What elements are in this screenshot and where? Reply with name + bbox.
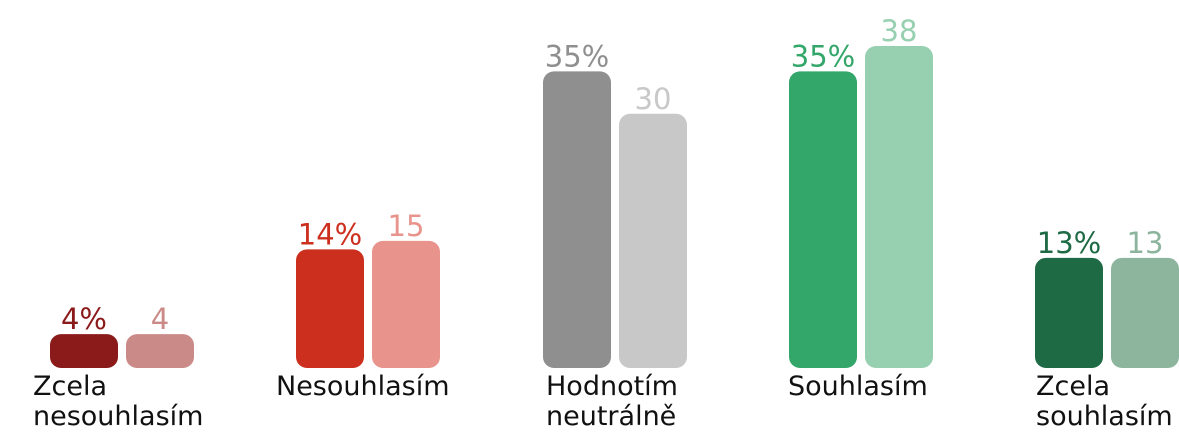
data-label-count-3: 38 — [881, 14, 918, 48]
bar-count-0 — [126, 334, 194, 368]
bar-count-2 — [619, 113, 687, 368]
data-label-count-4: 13 — [1127, 226, 1164, 260]
category-label-4: Zcela souhlasím — [1036, 371, 1173, 432]
data-label-percent-3: 35% — [791, 39, 855, 73]
data-label-count-1: 15 — [388, 209, 425, 243]
bar-count-3 — [865, 46, 933, 368]
bar-percent-3 — [789, 71, 857, 368]
data-label-percent-0: 4% — [61, 302, 107, 336]
data-label-percent-1: 14% — [298, 217, 362, 251]
bar-count-1 — [372, 240, 440, 368]
bar-percent-1 — [296, 249, 364, 368]
data-label-percent-4: 13% — [1037, 226, 1101, 260]
category-label-0: Zcela nesouhlasím — [33, 371, 204, 432]
category-label-3: Souhlasím — [788, 371, 928, 402]
category-label-2: Hodnotím neutrálně — [546, 371, 678, 432]
bar-count-4 — [1111, 257, 1179, 368]
data-label-count-2: 30 — [635, 82, 672, 116]
bar-percent-2 — [543, 71, 611, 368]
data-label-percent-2: 35% — [545, 39, 609, 73]
category-label-1: Nesouhlasím — [276, 371, 450, 402]
bar-percent-4 — [1035, 257, 1103, 368]
bar-percent-0 — [50, 334, 118, 368]
data-label-count-0: 4 — [151, 302, 169, 336]
